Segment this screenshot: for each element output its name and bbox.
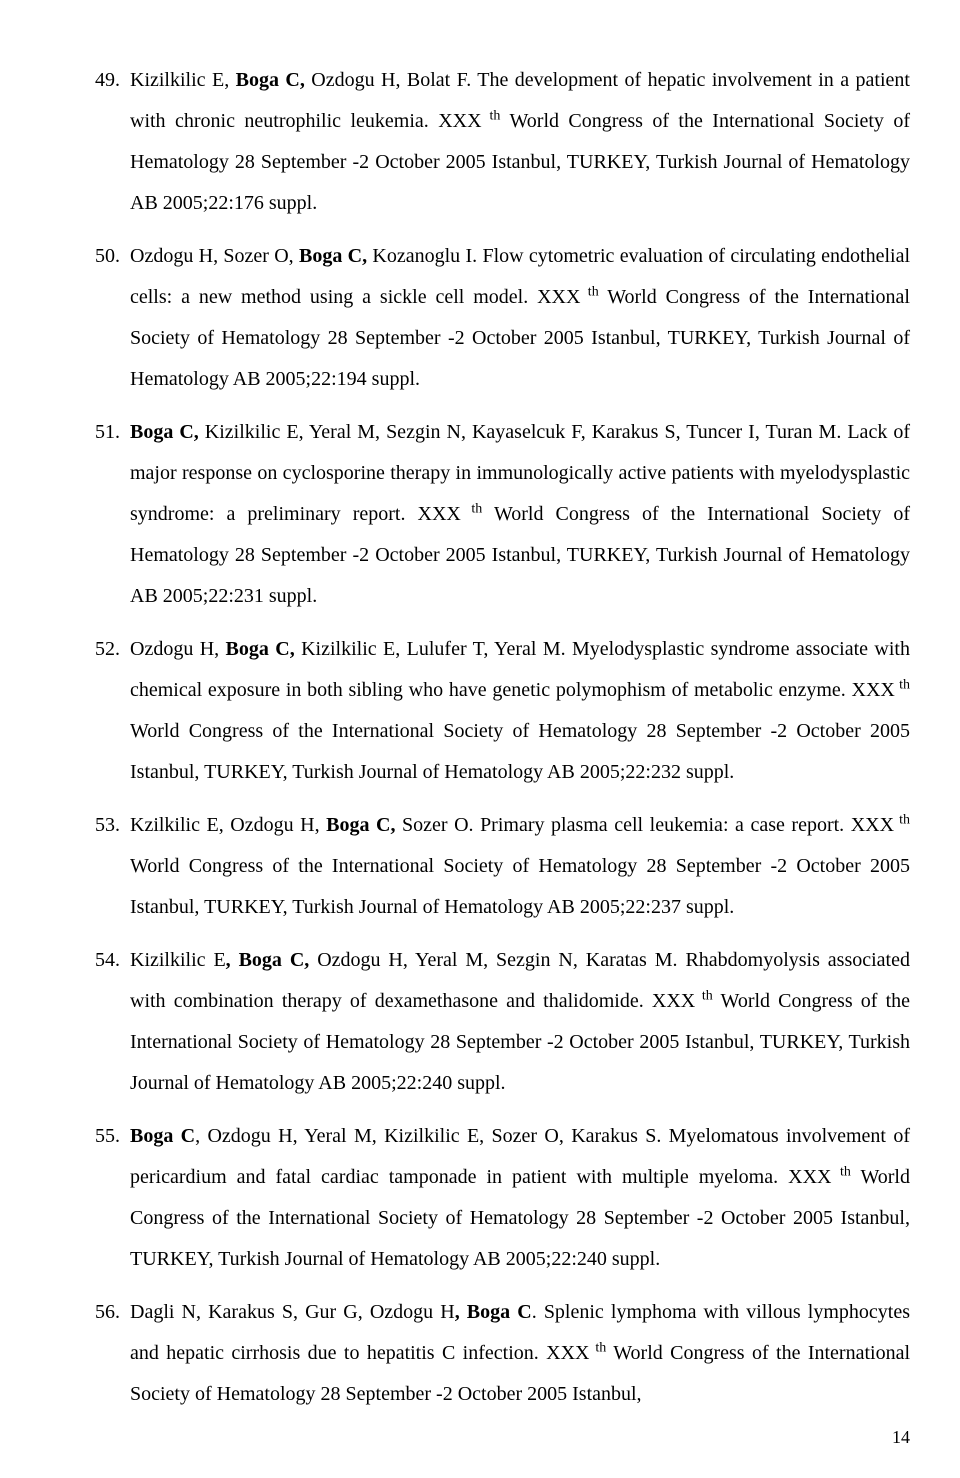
authors-post: Kozanoglu I. [367,245,482,267]
authors-bold: Boga C [130,1125,195,1147]
reference-item: Boga C, Ozdogu H, Yeral M, Kizilkilic E,… [95,1116,910,1280]
ordinal-superscript: th [482,108,501,123]
venue-pre: XXX [429,110,482,132]
authors-post: , Ozdogu H, Yeral M, Kizilkilic E, Sozer… [195,1125,669,1147]
authors-post: . [532,1301,544,1323]
reference-list: Kizilkilic E, Boga C, Ozdogu H, Bolat F.… [95,60,910,1415]
venue-pre: XXX [846,679,895,701]
page-container: Kizilkilic E, Boga C, Ozdogu H, Bolat F.… [0,0,960,1478]
ordinal-superscript: th [695,988,713,1003]
authors-bold: Boga C, [236,69,305,91]
page-number: 14 [95,1427,910,1448]
ordinal-superscript: th [580,284,598,299]
authors-pre: Ozdogu H, [130,638,226,660]
authors-pre: Kizilkilic E, [130,69,236,91]
venue-pre: XXX [778,1166,831,1188]
ordinal-superscript: th [831,1164,850,1179]
venue-post: World Congress of the International Soci… [130,720,910,783]
authors-bold: , Boga C, [226,949,310,971]
authors-post: Kizilkilic E, Yeral M, Sezgin N, Kayasel… [199,421,848,443]
reference-item: Kizilkilic E, Boga C, Ozdogu H, Yeral M,… [95,940,910,1104]
venue-post: World Congress of the International Soci… [130,855,910,918]
authors-post: Kizilkilic E, Lulufer T, Yeral M. [295,638,572,660]
authors-bold: Boga C, [130,421,199,443]
reference-item: Ozdogu H, Boga C, Kizilkilic E, Lulufer … [95,629,910,793]
reference-item: Ozdogu H, Sozer O, Boga C, Kozanoglu I. … [95,236,910,400]
reference-item: Kzilkilic E, Ozdogu H, Boga C, Sozer O. … [95,805,910,928]
authors-bold: , Boga C [455,1301,532,1323]
authors-post: Ozdogu H, Yeral M, Sezgin N, Karatas M. [309,949,685,971]
authors-post: Sozer O. [395,814,480,836]
authors-pre: Kzilkilic E, Ozdogu H, [130,814,326,836]
venue-pre: XXX [405,503,460,525]
authors-pre: Dagli N, Karakus S, Gur G, Ozdogu H [130,1301,455,1323]
authors-pre: Kizilkilic E [130,949,226,971]
venue-pre: XXX [539,1342,590,1364]
reference-item: Boga C, Kizilkilic E, Yeral M, Sezgin N,… [95,412,910,617]
reference-item: Kizilkilic E, Boga C, Ozdogu H, Bolat F.… [95,60,910,224]
ordinal-superscript: th [895,677,910,692]
ordinal-superscript: th [894,812,910,827]
reference-item: Dagli N, Karakus S, Gur G, Ozdogu H, Bog… [95,1292,910,1415]
authors-bold: Boga C, [326,814,395,836]
authors-bold: Boga C, [299,245,367,267]
venue-pre: XXX [844,814,894,836]
venue-pre: XXX [644,990,695,1012]
venue-pre: XXX [528,286,580,308]
authors-post: Ozdogu H, Bolat F. [305,69,477,91]
authors-pre: Ozdogu H, Sozer O, [130,245,299,267]
reference-title: Primary plasma cell leukemia: a case rep… [480,814,844,836]
ordinal-superscript: th [589,1340,606,1355]
ordinal-superscript: th [461,501,482,516]
authors-bold: Boga C, [226,638,295,660]
